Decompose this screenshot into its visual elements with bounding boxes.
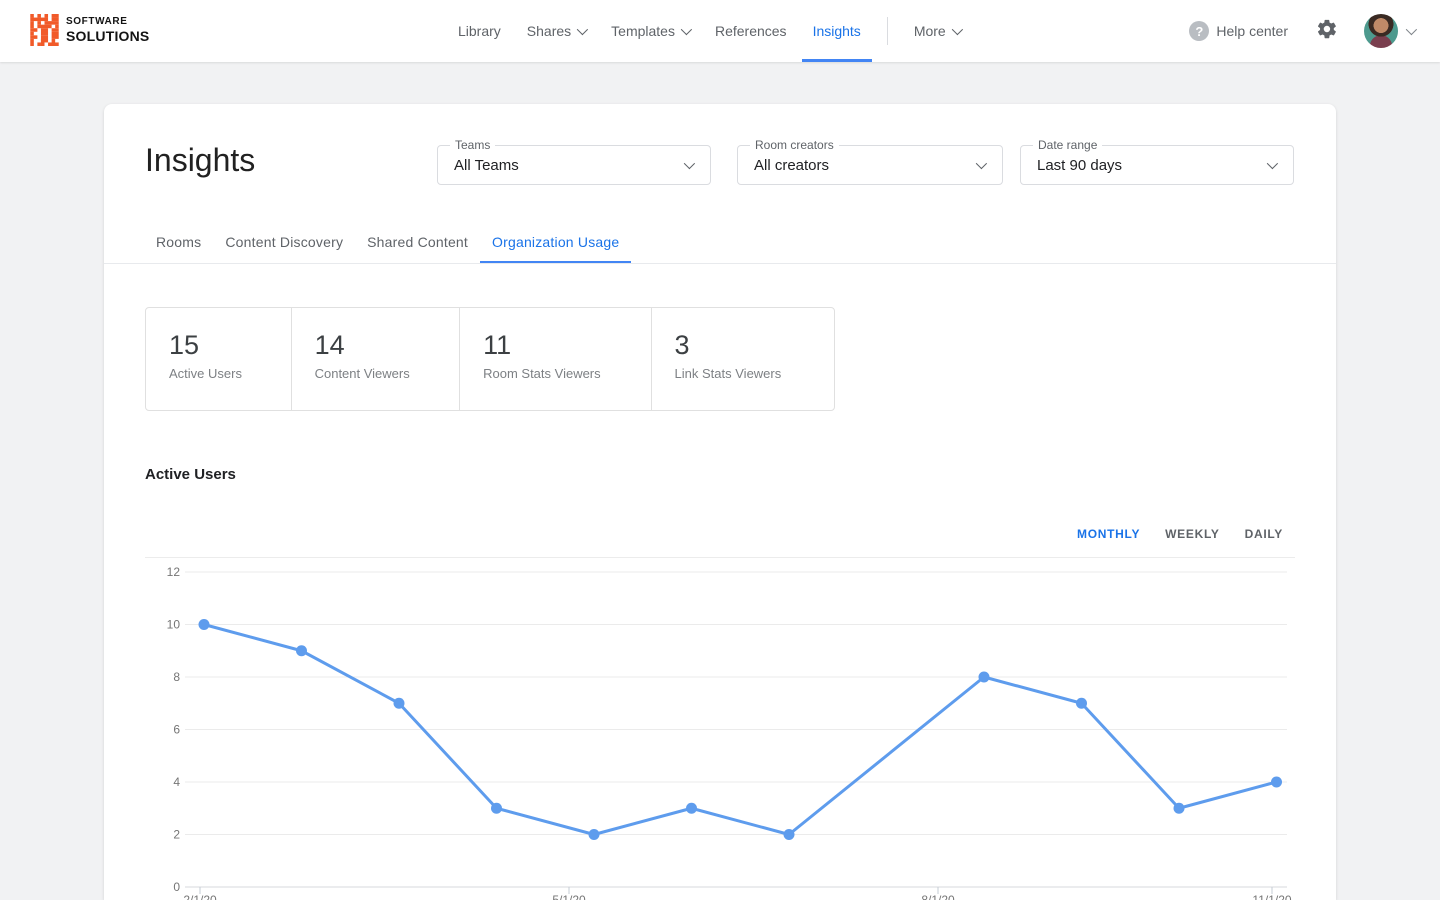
settings-gear-icon[interactable] bbox=[1316, 18, 1338, 45]
stat-content-viewers-value: 14 bbox=[315, 329, 460, 361]
chevron-down-icon bbox=[976, 158, 987, 169]
account-menu-chevron-icon[interactable] bbox=[1406, 22, 1414, 40]
nav-label-references: References bbox=[715, 23, 787, 39]
stat-link-stats-viewers: 3 Link Stats Viewers bbox=[651, 308, 834, 410]
granularity-monthly[interactable]: MONTHLY bbox=[1077, 527, 1140, 541]
summary-stats: 15 Active Users 14 Content Viewers 11 Ro… bbox=[145, 307, 835, 411]
company-logo[interactable]: SOFTWARE SOLUTIONS bbox=[30, 14, 149, 46]
help-center-button[interactable]: ? Help center bbox=[1189, 21, 1288, 41]
granularity-weekly[interactable]: WEEKLY bbox=[1165, 527, 1219, 541]
nav-item-more[interactable]: More bbox=[914, 0, 960, 62]
stat-room-stats-viewers: 11 Room Stats Viewers bbox=[459, 308, 650, 410]
logo-line1: SOFTWARE bbox=[66, 17, 149, 27]
chevron-down-icon bbox=[951, 24, 962, 35]
nav-divider bbox=[887, 17, 888, 45]
chart-section-title: Active Users bbox=[145, 466, 236, 483]
stat-room-stats-viewers-label: Room Stats Viewers bbox=[483, 366, 650, 381]
stat-active-users: 15 Active Users bbox=[146, 308, 291, 410]
svg-text:2: 2 bbox=[173, 828, 180, 842]
room-creators-filter-value: All creators bbox=[754, 146, 829, 184]
nav-label-templates: Templates bbox=[611, 23, 675, 39]
chevron-down-icon bbox=[577, 24, 588, 35]
nav-item-library[interactable]: Library bbox=[458, 0, 501, 62]
nav-label-insights: Insights bbox=[813, 23, 861, 39]
chevron-down-icon bbox=[684, 158, 695, 169]
svg-text:8: 8 bbox=[173, 670, 180, 684]
tab-content-discovery[interactable]: Content Discovery bbox=[213, 219, 355, 264]
svg-text:12: 12 bbox=[167, 565, 181, 579]
svg-text:5/1/20: 5/1/20 bbox=[552, 893, 586, 900]
main-nav: Library Shares Templates References Insi… bbox=[458, 0, 960, 62]
chart-granularity-toggle: MONTHLY WEEKLY DAILY bbox=[1077, 527, 1283, 541]
logo-pixel-icon bbox=[30, 14, 59, 46]
top-navigation-bar: SOFTWARE SOLUTIONS Library Shares Templa… bbox=[0, 0, 1440, 62]
nav-label-more: More bbox=[914, 23, 946, 39]
logo-text: SOFTWARE SOLUTIONS bbox=[66, 17, 149, 43]
svg-text:11/1/20: 11/1/20 bbox=[1252, 893, 1291, 900]
stat-active-users-label: Active Users bbox=[169, 366, 291, 381]
tabs-divider bbox=[104, 263, 1336, 264]
help-center-label: Help center bbox=[1216, 23, 1288, 39]
granularity-daily[interactable]: DAILY bbox=[1245, 527, 1283, 541]
stat-content-viewers-label: Content Viewers bbox=[315, 366, 460, 381]
chevron-down-icon bbox=[1267, 158, 1278, 169]
stat-active-users-value: 15 bbox=[169, 329, 291, 361]
svg-text:8/1/20: 8/1/20 bbox=[921, 893, 955, 900]
room-creators-filter-select[interactable]: Room creators All creators bbox=[737, 145, 1003, 185]
svg-text:2/1/20: 2/1/20 bbox=[183, 893, 217, 900]
nav-item-insights[interactable]: Insights bbox=[813, 0, 861, 62]
insights-card: Insights Teams All Teams Room creators A… bbox=[104, 104, 1336, 900]
user-avatar[interactable] bbox=[1364, 14, 1398, 48]
teams-filter-value: All Teams bbox=[454, 146, 519, 184]
tab-organization-usage[interactable]: Organization Usage bbox=[480, 219, 631, 264]
stat-room-stats-viewers-value: 11 bbox=[483, 329, 650, 361]
insights-tabs: Rooms Content Discovery Shared Content O… bbox=[144, 219, 631, 264]
nav-label-shares: Shares bbox=[527, 23, 571, 39]
page-title: Insights bbox=[145, 142, 255, 179]
svg-text:10: 10 bbox=[167, 618, 181, 632]
teams-filter-select[interactable]: Teams All Teams bbox=[437, 145, 711, 185]
nav-label-library: Library bbox=[458, 23, 501, 39]
stat-content-viewers: 14 Content Viewers bbox=[291, 308, 460, 410]
svg-text:4: 4 bbox=[173, 775, 180, 789]
header-right-controls: ? Help center bbox=[1189, 0, 1414, 62]
nav-item-references[interactable]: References bbox=[715, 0, 787, 62]
date-range-filter-select[interactable]: Date range Last 90 days bbox=[1020, 145, 1294, 185]
nav-item-shares[interactable]: Shares bbox=[527, 0, 585, 62]
stat-link-stats-viewers-value: 3 bbox=[675, 329, 834, 361]
app-window: SOFTWARE SOLUTIONS Library Shares Templa… bbox=[0, 0, 1440, 900]
help-icon: ? bbox=[1189, 21, 1209, 41]
tab-shared-content[interactable]: Shared Content bbox=[355, 219, 480, 264]
svg-text:0: 0 bbox=[173, 880, 180, 894]
tab-rooms[interactable]: Rooms bbox=[144, 219, 213, 264]
stat-link-stats-viewers-label: Link Stats Viewers bbox=[675, 366, 834, 381]
logo-line2: SOLUTIONS bbox=[66, 29, 149, 43]
date-range-filter-value: Last 90 days bbox=[1037, 146, 1122, 184]
nav-item-templates[interactable]: Templates bbox=[611, 0, 689, 62]
svg-text:6: 6 bbox=[173, 723, 180, 737]
chevron-down-icon bbox=[681, 24, 692, 35]
